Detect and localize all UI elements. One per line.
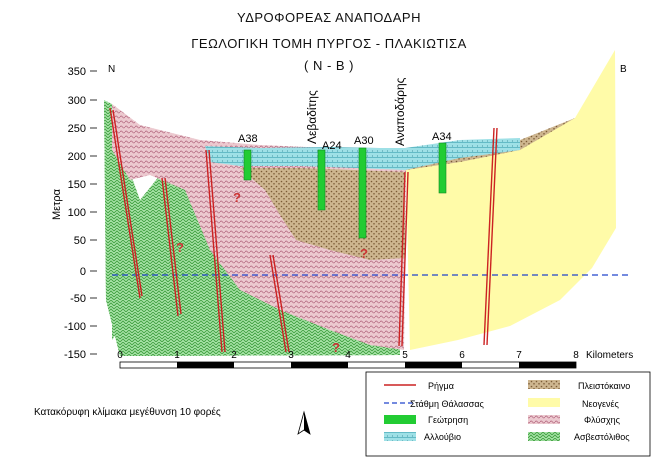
legend-swatch-alluvium [384, 432, 416, 441]
x-axis: 0 1 2 3 4 5 6 7 8 [117, 350, 579, 361]
borehole-label-a38: A38 [238, 133, 258, 145]
legend-limestone: Ασβεστόλιθος [574, 432, 630, 442]
legend-swatch-borehole [384, 415, 416, 424]
legend-box [365, 371, 651, 457]
fault-8 [398, 171, 406, 347]
borehole-a38 [243, 149, 252, 181]
y-tick-350: 350 [68, 66, 86, 78]
north-arrow-icon [297, 410, 311, 435]
x-tick-2: 2 [231, 350, 237, 361]
x-tick-8: 8 [573, 350, 579, 361]
title-line-3: ( N - B ) [304, 58, 354, 73]
fault-1 [109, 107, 141, 299]
legend-swatch-pleistocene [528, 380, 560, 389]
place-label-anapodaris: Αναποδάρης [393, 77, 407, 146]
legend-fault: Ρήγμα [428, 381, 454, 391]
y-tick-300: 300 [68, 95, 86, 107]
y-tick-50: 50 [74, 235, 86, 247]
title-line-1: ΥΔΡΟΦΟΡΕΑΣ ΑΝΑΠΟΔΑΡΗ [237, 10, 421, 25]
y-tick-100: 100 [68, 207, 86, 219]
y-axis-label: Μετρα [51, 188, 63, 220]
y-axis: 350 300 250 200 150 100 50 0 -50 -100 -1… [64, 66, 86, 361]
x-tick-6: 6 [459, 350, 465, 361]
borehole-label-a24: A24 [322, 140, 342, 152]
borehole-a24 [317, 149, 326, 211]
y-tick-150: 150 [68, 179, 86, 191]
fault-11 [486, 127, 498, 346]
question-mark-3: ? [360, 246, 368, 261]
scale-bar [119, 361, 577, 369]
x-axis-unit: Kilometers [586, 350, 633, 361]
boreholes [243, 142, 447, 239]
x-tick-0: 0 [117, 350, 123, 361]
y-tick-m50: -50 [70, 293, 86, 305]
legend: Ρήγμα Στάθμη Θάλασσας Γεώτρηση Αλλούβιο … [384, 380, 630, 442]
borehole-a30 [358, 147, 367, 239]
legend-sea-level: Στάθμη Θάλασσας [410, 399, 485, 409]
question-mark-2: ? [176, 240, 184, 255]
legend-swatch-limestone [528, 432, 560, 441]
x-tick-3: 3 [288, 350, 294, 361]
fault-5 [208, 149, 226, 353]
place-label-levadites: Λεβαδίτης [305, 90, 319, 144]
legend-swatch-phyllite [528, 415, 560, 424]
legend-neogene: Νεογενές [582, 399, 620, 409]
fault-2 [161, 177, 179, 317]
x-tick-1: 1 [174, 350, 180, 361]
x-tick-4: 4 [345, 350, 351, 361]
y-tick-0: 0 [80, 266, 86, 278]
legend-swatch-neogene [528, 398, 560, 407]
vertical-scale-note: Κατακόρυφη κλίμακα μεγέθυνση 10 φορές [34, 407, 221, 418]
fault-7 [272, 254, 290, 353]
end-label-b: B [620, 64, 627, 75]
faults [109, 107, 498, 353]
fault-4 [205, 149, 223, 353]
legend-phyllite: Φλύσχης [584, 415, 621, 425]
borehole-label-a30: A30 [354, 135, 374, 147]
borehole-a34 [438, 142, 447, 194]
legend-borehole: Γεώτρηση [428, 415, 468, 425]
fault-6 [269, 254, 287, 353]
y-tick-200: 200 [68, 151, 86, 163]
y-tick-m150: -150 [64, 349, 86, 361]
question-mark-1: ? [233, 190, 241, 205]
fault-1b [112, 109, 143, 297]
borehole-label-a34: A34 [432, 131, 452, 143]
neogene-unit [406, 50, 616, 350]
title-line-2: ΓΕΩΛΟΓΙΚΗ ΤΟΜΗ ΠΥΡΓΟΣ - ΠΛΑΚΙΩΤΙΣΑ [191, 36, 467, 51]
end-label-n: N [108, 64, 115, 75]
fault-10 [483, 127, 495, 346]
x-tick-7: 7 [516, 350, 522, 361]
fault-3 [164, 177, 182, 315]
y-tick-m100: -100 [64, 321, 86, 333]
question-mark-4: ? [332, 340, 340, 355]
x-tick-5: 5 [402, 350, 408, 361]
legend-alluvium: Αλλούβιο [424, 432, 461, 442]
legend-pleistocene: Πλειστόκαινο [578, 381, 630, 391]
fault-9 [401, 171, 409, 347]
y-tick-250: 250 [68, 123, 86, 135]
